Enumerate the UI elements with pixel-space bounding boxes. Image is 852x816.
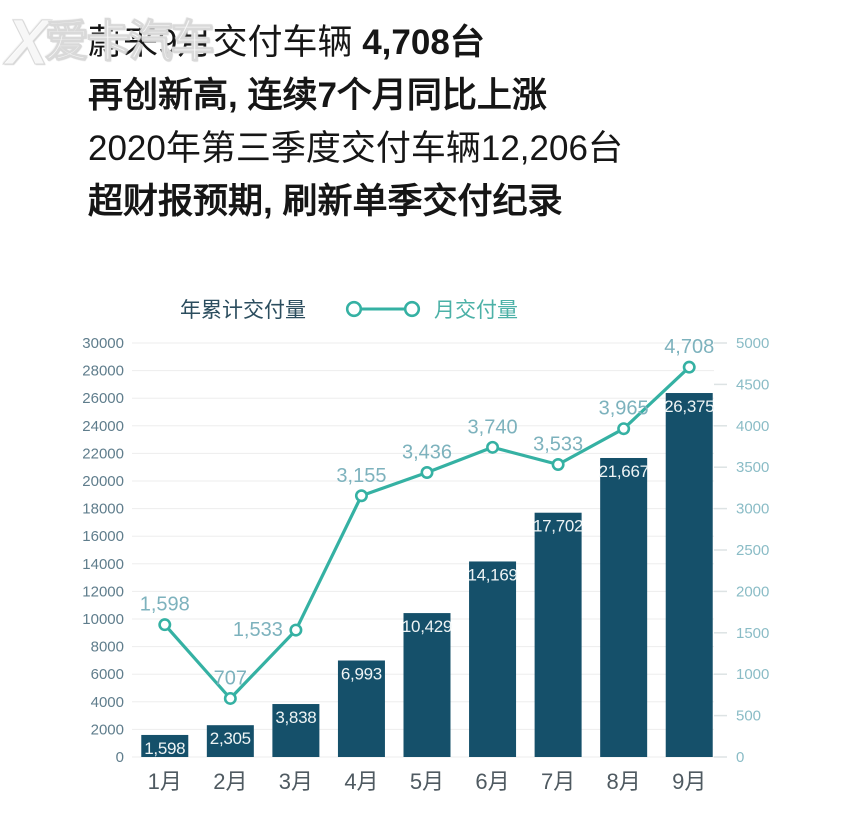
left-axis-label: 24000 — [82, 418, 124, 435]
line-point-9月 — [682, 360, 696, 374]
right-axis-label: 1000 — [736, 666, 769, 683]
left-axis-label: 22000 — [82, 445, 124, 462]
right-axis-label: 0 — [736, 749, 744, 766]
bar-label-4月: 6,993 — [341, 664, 382, 683]
left-axis-label: 8000 — [91, 639, 124, 656]
line-point-5月 — [420, 465, 434, 479]
line-point-3月 — [289, 623, 303, 637]
line-swatch-icon — [345, 300, 421, 318]
right-axis-label: 3000 — [736, 501, 769, 518]
left-axis-label: 10000 — [82, 611, 124, 628]
left-axis-label: 2000 — [91, 721, 124, 738]
headline-line-1-bold: 4,708台 — [362, 23, 485, 62]
line-label-3月: 1,533 — [233, 619, 283, 641]
line-label-2月: 707 — [214, 667, 247, 689]
left-axis-label: 30000 — [82, 335, 124, 352]
headline-line-2: 再创新高, 连续7个月同比上涨 — [88, 76, 547, 115]
bar-2月 — [206, 725, 254, 757]
line-point-4月 — [354, 489, 368, 503]
right-axis-label: 1500 — [736, 625, 769, 642]
bar-1月 — [141, 734, 189, 757]
line-label-6月: 3,740 — [468, 416, 518, 438]
line-label-1月: 1,598 — [140, 594, 190, 616]
legend-item-monthly: 月交付量 — [344, 294, 518, 324]
x-axis-label-4月: 4月 — [344, 769, 378, 794]
bar-label-5月: 10,429 — [402, 617, 452, 636]
x-axis-label-1月: 1月 — [148, 769, 182, 794]
bar-label-3月: 3,838 — [275, 708, 316, 727]
legend-label-cumulative: 年累计交付量 — [180, 299, 306, 322]
headline-line-1-regular: 蔚来9月交付车辆 — [88, 23, 363, 62]
line-label-4月: 3,155 — [336, 465, 386, 487]
line-point-7月 — [551, 457, 565, 471]
right-axis-label: 2000 — [736, 583, 769, 600]
left-axis-label: 4000 — [91, 694, 124, 711]
bar-label-1月: 1,598 — [144, 739, 185, 758]
bar-5月 — [403, 613, 451, 757]
headline-line-3: 2020年第三季度交付车辆12,206台 — [88, 129, 623, 168]
left-axis-label: 14000 — [82, 556, 124, 573]
left-axis-label: 0 — [116, 749, 124, 766]
bar-8月 — [600, 457, 648, 757]
left-axis-label: 20000 — [82, 473, 124, 490]
legend-item-cumulative: 年累计交付量 — [90, 294, 306, 324]
headline-line-1: 蔚来9月交付车辆 4,708台 — [88, 16, 623, 69]
legend-label-monthly: 月交付量 — [434, 299, 518, 322]
x-axis-label-5月: 5月 — [410, 769, 444, 794]
line-label-9月: 4,708 — [664, 336, 714, 358]
bar-label-2月: 2,305 — [210, 729, 251, 748]
x-axis-label-6月: 6月 — [475, 769, 509, 794]
line-label-7月: 3,533 — [533, 433, 583, 455]
line-point-8月 — [617, 422, 631, 436]
x-axis-label-9月: 9月 — [672, 769, 706, 794]
bar-label-6月: 14,169 — [467, 565, 517, 584]
left-axis-label: 26000 — [82, 390, 124, 407]
bar-7月 — [534, 512, 582, 757]
bar-label-7月: 17,702 — [533, 517, 583, 536]
line-point-1月 — [158, 618, 172, 632]
left-axis-label: 12000 — [82, 583, 124, 600]
bar-label-9月: 26,375 — [664, 397, 714, 416]
right-axis-label: 5000 — [736, 335, 769, 352]
bar-label-8月: 21,667 — [599, 462, 649, 481]
right-axis-label: 4500 — [736, 376, 769, 393]
x-axis-label-7月: 7月 — [541, 769, 575, 794]
left-axis-label: 28000 — [82, 363, 124, 380]
left-axis-label: 18000 — [82, 501, 124, 518]
bar-3月 — [272, 704, 320, 757]
right-axis-label: 500 — [736, 708, 761, 725]
line-point-6月 — [486, 440, 500, 454]
line-point-2月 — [223, 691, 237, 705]
bar-6月 — [469, 561, 517, 757]
headline-line-4: 超财报预期, 刷新单季交付纪录 — [88, 182, 563, 221]
right-axis-label: 3500 — [736, 459, 769, 476]
left-axis-label: 16000 — [82, 528, 124, 545]
bar-4月 — [337, 660, 385, 757]
bar-9月 — [665, 393, 713, 757]
right-axis-label: 4000 — [736, 418, 769, 435]
left-axis-label: 6000 — [91, 666, 124, 683]
x-axis-label-2月: 2月 — [213, 769, 247, 794]
headline-block: 蔚来9月交付车辆 4,708台 再创新高, 连续7个月同比上涨 2020年第三季… — [88, 16, 623, 228]
x-axis-label-3月: 3月 — [279, 769, 313, 794]
line-label-5月: 3,436 — [402, 441, 452, 463]
x-axis-label-8月: 8月 — [607, 769, 641, 794]
line-label-8月: 3,965 — [599, 398, 649, 420]
chart-legend: 年累计交付量 月交付量 — [90, 294, 518, 324]
right-axis-label: 2500 — [736, 542, 769, 559]
